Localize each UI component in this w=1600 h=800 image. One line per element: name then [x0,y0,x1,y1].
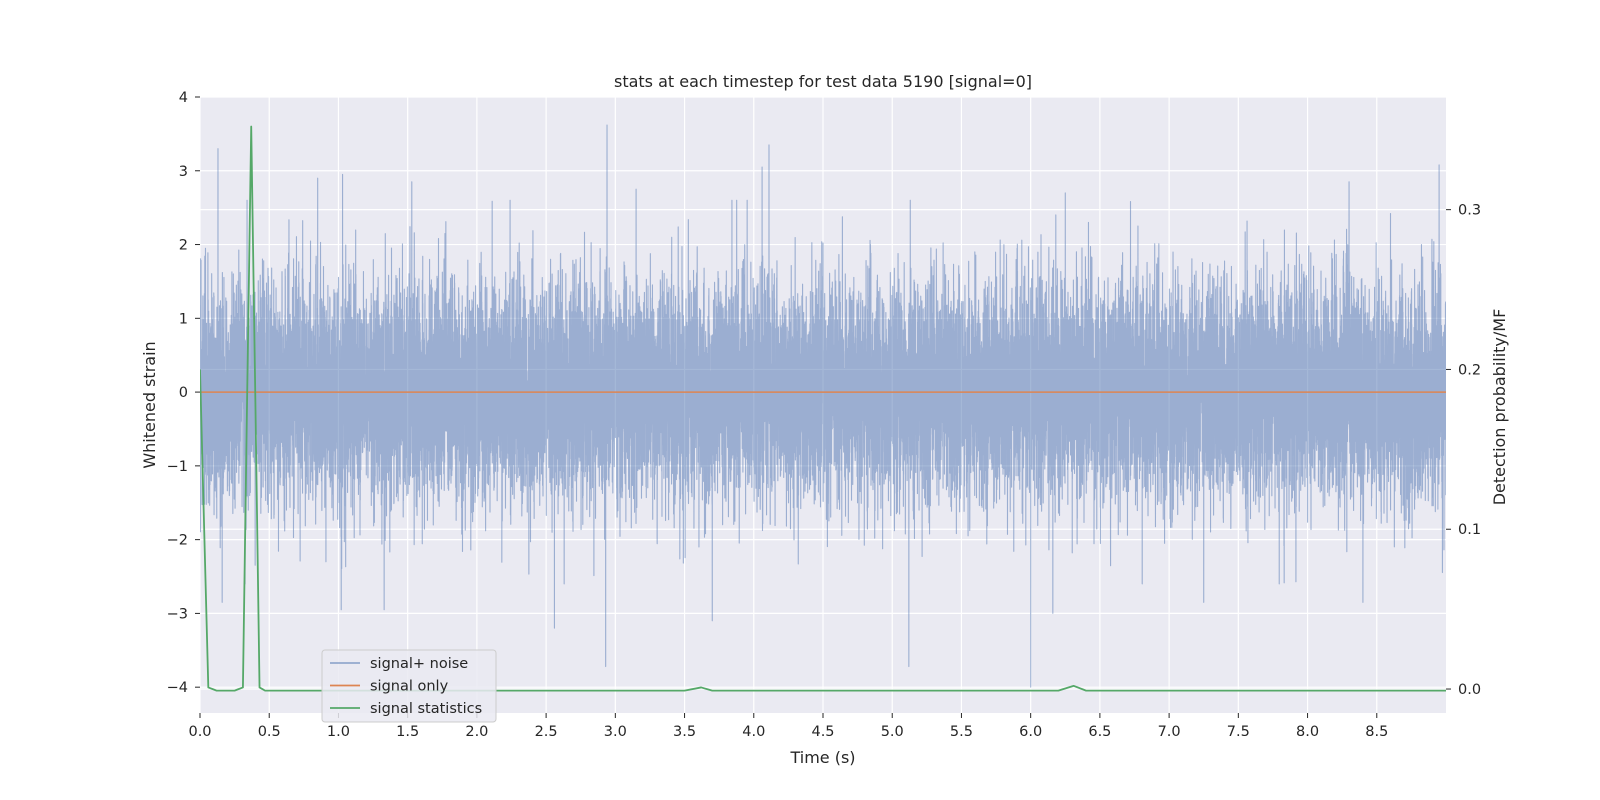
x-tick-label: 3.0 [604,724,627,740]
series-line-signal-statistics [200,125,1446,692]
y-right-tick-label: 0.3 [1458,203,1481,219]
series-line-signal-plus-noise [200,124,1446,688]
y-tick-label: 3 [179,164,188,180]
x-tick-label: 0.5 [258,724,281,740]
legend-label: signal+ noise [370,656,468,672]
y-tick-label: −2 [167,533,188,549]
x-tick-label: 5.0 [881,724,904,740]
legend-box [321,649,497,723]
series-layer [200,124,1446,692]
y-tick-label: 0 [179,385,188,401]
legend-label: signal statistics [370,701,482,717]
x-tick-label: 8.0 [1296,724,1319,740]
x-tick-label: 1.5 [396,724,419,740]
x-tick-label: 4.5 [811,724,834,740]
y-right-tick-label: 0.0 [1458,682,1481,698]
y-tick-label: 4 [179,90,188,106]
legend-label: signal only [370,679,449,695]
y-tick-label: −3 [167,606,188,622]
x-tick-label: 7.0 [1158,724,1181,740]
y-tick-label: 2 [179,238,188,254]
x-tick-label: 3.5 [673,724,696,740]
y-right-tick-label: 0.2 [1458,362,1481,378]
y-tick-label: −4 [167,680,188,696]
x-tick-label: 6.0 [1019,724,1042,740]
x-tick-label: 7.5 [1227,724,1250,740]
chart-title: stats at each timestep for test data 519… [614,72,1032,91]
x-tick-label: 5.5 [950,724,973,740]
y-axis-right-label: Detection probability/MF [1490,309,1509,506]
y-tick-label: −1 [167,459,188,475]
y-axis-label: Whitened strain [140,341,159,468]
x-tick-label: 1.0 [327,724,350,740]
x-tick-label: 8.5 [1365,724,1388,740]
x-tick-label: 2.0 [465,724,488,740]
y-right-tick-label: 0.1 [1458,522,1481,538]
x-axis-label: Time (s) [789,748,855,767]
x-tick-label: 2.5 [535,724,558,740]
axes: 0.0 0.5 1.0 1.5 2.0 2.5 3.0 3.5 4.0 4.5 5.0 5.5 6.0 6… [167,90,1481,740]
legend: signal+ noise signal only signal statistic… [321,649,497,723]
x-tick-label: 0.0 [188,724,211,740]
x-tick-label: 4.0 [742,724,765,740]
y-tick-label: 1 [179,311,188,327]
x-tick-label: 6.5 [1088,724,1111,740]
